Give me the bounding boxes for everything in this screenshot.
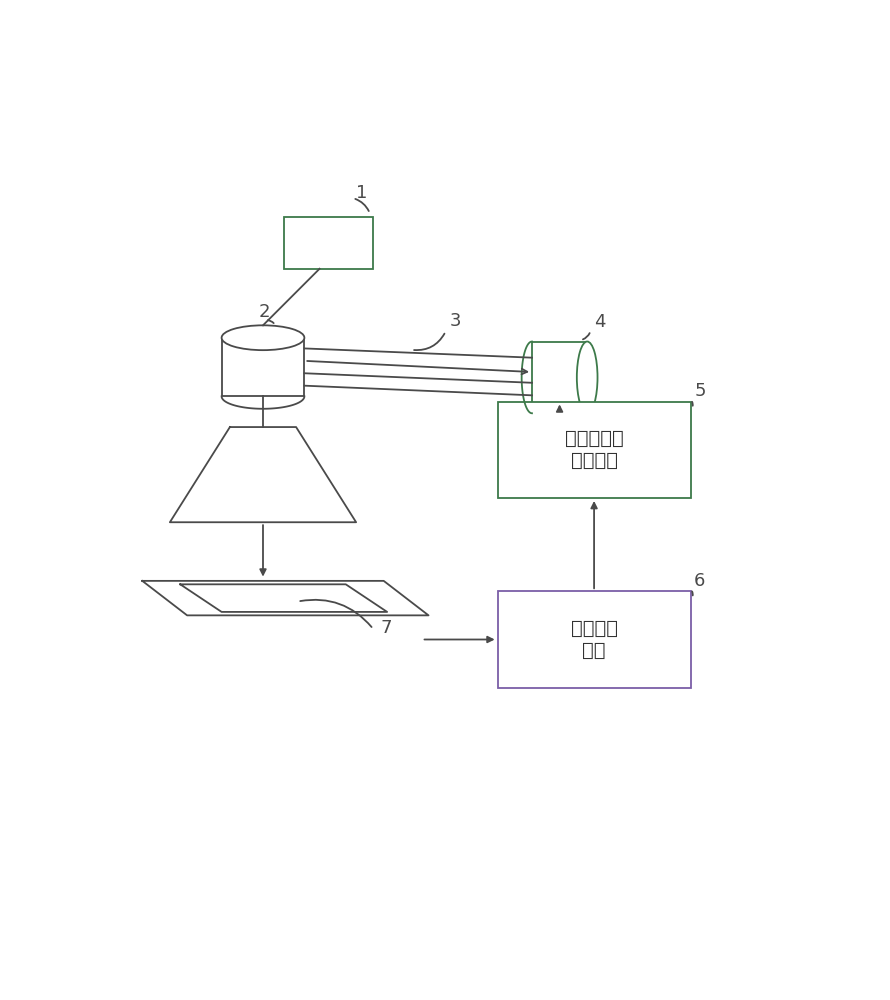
Text: 3: 3 (449, 312, 461, 330)
Text: 1: 1 (356, 184, 368, 202)
Bar (284, 217, 374, 269)
Text: 7: 7 (380, 619, 392, 637)
Text: 图像与参数
分析系统: 图像与参数 分析系统 (564, 429, 624, 470)
Text: 4: 4 (595, 313, 605, 331)
Bar (498, 591, 691, 688)
Text: 参数采集
系统: 参数采集 系统 (570, 619, 618, 660)
Ellipse shape (577, 342, 597, 413)
Bar (532, 342, 587, 413)
Ellipse shape (222, 325, 304, 350)
Text: 6: 6 (694, 572, 706, 590)
Bar (222, 338, 304, 396)
Text: 2: 2 (258, 303, 270, 321)
Text: 5: 5 (694, 382, 706, 400)
Bar (498, 402, 691, 498)
